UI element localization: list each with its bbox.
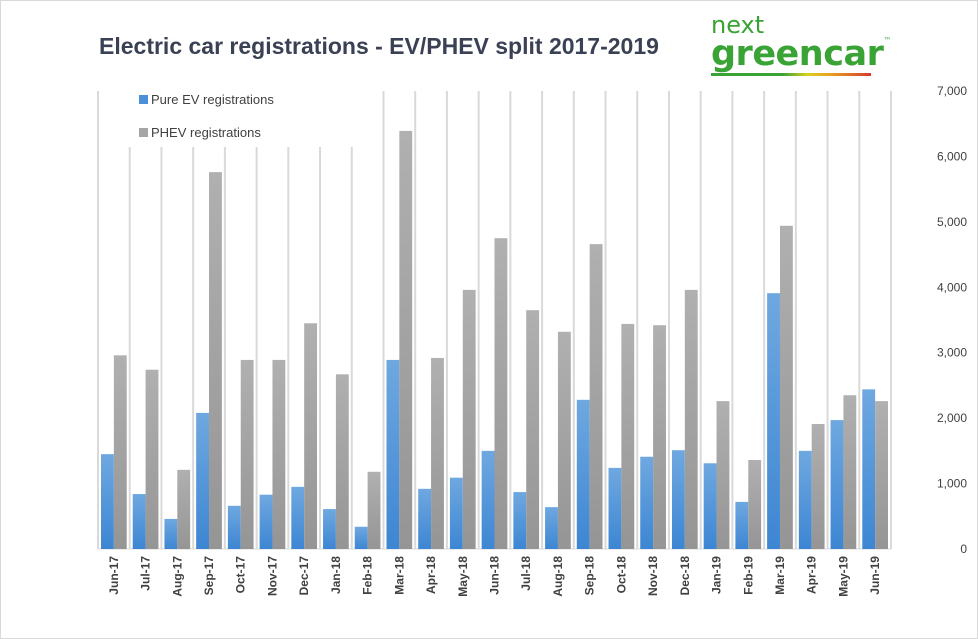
legend-label-phev: PHEV registrations [151, 125, 261, 140]
bar-ev-May-19 [830, 420, 844, 549]
bar-phev-Jun-19 [875, 401, 888, 549]
x-tick-label: Jun-18 [488, 556, 502, 595]
x-tick-label: Apr-18 [424, 556, 438, 594]
x-tick-label: Nov-18 [646, 556, 660, 596]
y-tick-label: 6,000 [937, 149, 967, 163]
bar-ev-Jan-18 [323, 509, 336, 549]
x-tick-label: May-19 [836, 556, 850, 597]
bar-phev-Sep-18 [589, 244, 603, 550]
bar-phev-Dec-17 [304, 323, 318, 549]
bar-ev-Dec-18 [671, 450, 685, 549]
x-tick-label: Jan-18 [329, 556, 343, 594]
bar-phev-Sep-17 [209, 172, 222, 550]
x-tick-label: Sep-17 [202, 556, 216, 596]
bar-phev-Jun-18 [494, 238, 508, 549]
bar-phev-Aug-17 [177, 469, 191, 549]
bar-ev-Feb-18 [354, 526, 368, 549]
bar-phev-Jan-19 [716, 401, 730, 549]
x-tick-label: Dec-18 [678, 556, 692, 596]
bar-ev-Aug-18 [545, 507, 558, 549]
bar-phev-May-18 [462, 289, 476, 549]
chart-title: Electric car registrations - EV/PHEV spl… [99, 33, 659, 59]
x-tick-label: Oct-17 [234, 556, 248, 594]
bar-ev-Oct-18 [608, 467, 622, 549]
bar-phev-Mar-19 [779, 225, 793, 550]
bar-ev-May-18 [449, 477, 463, 549]
x-tick-label: May-18 [456, 556, 470, 597]
x-tick-label: Jul-18 [519, 556, 533, 591]
bar-ev-Nov-18 [640, 456, 654, 549]
bar-phev-Oct-18 [621, 323, 635, 549]
x-tick-label: Mar-18 [392, 556, 406, 595]
bar-phev-May-19 [843, 395, 857, 549]
bar-ev-Feb-19 [735, 501, 749, 549]
bar-phev-Apr-18 [431, 357, 444, 549]
bar-phev-Feb-19 [748, 460, 762, 549]
x-tick-label: Aug-18 [551, 556, 565, 597]
bar-phev-Apr-19 [811, 424, 825, 549]
bar-phev-Nov-18 [653, 325, 666, 549]
bar-phev-Aug-18 [557, 331, 571, 549]
bar-ev-Sep-17 [196, 412, 210, 549]
x-tick-label: Mar-19 [773, 556, 787, 595]
bar-ev-Jul-17 [132, 494, 146, 549]
bar-phev-Mar-18 [399, 130, 413, 549]
x-tick-label: Dec-17 [297, 556, 311, 596]
x-tick-label: Sep-18 [583, 556, 597, 596]
logo-tm: ™ [883, 36, 892, 45]
bar-ev-Oct-17 [227, 505, 241, 549]
x-tick-label: Jun-19 [868, 556, 882, 595]
legend-label-ev: Pure EV registrations [151, 92, 274, 107]
bar-phev-Nov-17 [272, 359, 286, 549]
y-tick-label: 3,000 [937, 346, 967, 360]
x-tick-label: Aug-17 [170, 556, 184, 597]
bar-phev-Dec-18 [684, 289, 698, 549]
y-tick-label: 7,000 [937, 84, 967, 98]
nextgreencar-logo: next greencar™ [711, 13, 891, 76]
bar-ev-Dec-17 [291, 486, 305, 549]
y-tick-label: 5,000 [937, 215, 967, 229]
bar-phev-Feb-18 [367, 471, 381, 549]
bar-ev-Apr-19 [798, 450, 812, 549]
bar-phev-Jul-18 [526, 310, 540, 549]
bar-ev-Jul-18 [513, 492, 527, 549]
bar-phev-Jun-17 [113, 355, 127, 549]
y-tick-label: 2,000 [937, 411, 967, 425]
bar-phev-Jul-17 [145, 369, 159, 549]
bar-ev-Nov-17 [259, 494, 273, 549]
x-tick-label: Oct-18 [614, 556, 628, 594]
y-tick-label: 4,000 [937, 280, 967, 294]
y-tick-label: 1,000 [937, 477, 967, 491]
bar-ev-Mar-18 [386, 359, 400, 549]
logo-line2: greencar [711, 34, 884, 74]
x-tick-label: Apr-19 [805, 556, 819, 594]
logo-underline [711, 73, 871, 76]
bar-ev-Jun-17 [101, 454, 114, 549]
bar-ev-Sep-18 [576, 399, 590, 549]
x-tick-label: Jul-17 [139, 556, 153, 591]
x-tick-label: Jan-19 [710, 556, 724, 594]
legend-swatch-phev [139, 128, 148, 137]
legend-swatch-ev [139, 95, 148, 104]
bar-ev-Apr-18 [418, 488, 432, 549]
x-tick-label: Nov-17 [265, 556, 279, 596]
bar-ev-Jun-18 [481, 450, 495, 549]
bar-ev-Mar-19 [767, 293, 780, 549]
logo-line1: next [711, 11, 765, 39]
x-tick-label: Feb-19 [741, 556, 755, 595]
x-tick-label: Feb-18 [361, 556, 375, 595]
bar-ev-Jan-19 [703, 463, 717, 549]
bar-ev-Aug-17 [164, 518, 178, 549]
x-tick-label: Jun-17 [107, 556, 121, 595]
y-tick-label: 0 [960, 542, 967, 556]
bar-ev-Jun-19 [862, 389, 876, 549]
bar-phev-Oct-17 [240, 359, 254, 549]
bar-phev-Jan-18 [335, 374, 349, 549]
